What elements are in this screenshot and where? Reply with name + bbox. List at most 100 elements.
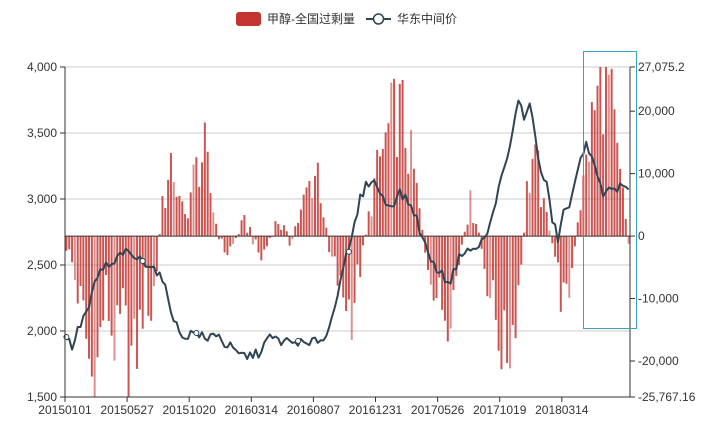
bar xyxy=(511,236,514,325)
bar xyxy=(294,226,297,237)
bar xyxy=(266,236,268,247)
bar xyxy=(508,236,511,369)
bar xyxy=(466,224,469,237)
bar xyxy=(113,236,116,361)
bar xyxy=(124,236,127,306)
legend-item-price[interactable]: 华东中间价 xyxy=(366,11,457,26)
bar xyxy=(232,236,235,244)
right-tick-label: 0 xyxy=(638,229,645,243)
bar xyxy=(260,236,263,261)
bar xyxy=(305,187,308,237)
price-point xyxy=(295,337,302,344)
bar xyxy=(571,236,574,269)
bar xyxy=(579,210,582,237)
bar xyxy=(104,236,107,276)
bar xyxy=(99,236,102,328)
bar xyxy=(503,236,506,311)
bar xyxy=(282,225,285,237)
bar xyxy=(415,182,418,237)
legend-swatch-excess xyxy=(236,12,261,26)
left-axis-ticks: 1,500 2,000 2,500 3,000 3,500 4,000 xyxy=(27,60,65,404)
bar xyxy=(483,236,486,269)
bar xyxy=(418,208,421,237)
bar xyxy=(316,162,319,237)
bar xyxy=(379,156,381,237)
bar xyxy=(206,151,209,237)
bar xyxy=(619,168,622,237)
x-tick-label: 20150101 xyxy=(38,403,92,417)
bar xyxy=(203,122,206,237)
bar xyxy=(559,236,562,312)
bar xyxy=(158,234,161,237)
bar xyxy=(257,236,260,253)
bar xyxy=(285,231,288,237)
bar xyxy=(198,186,201,237)
bar xyxy=(302,194,305,237)
bar xyxy=(169,153,172,237)
bar xyxy=(254,236,257,240)
left-tick-label: 2,500 xyxy=(27,258,57,272)
bar xyxy=(590,102,593,237)
bar xyxy=(82,236,85,301)
bar xyxy=(76,236,79,304)
bar xyxy=(215,223,218,237)
bar xyxy=(90,236,93,377)
bar xyxy=(226,236,229,256)
bar xyxy=(136,236,139,369)
bar xyxy=(588,161,591,237)
bar xyxy=(534,144,537,237)
bar xyxy=(237,234,240,237)
right-tick-label: 10,000 xyxy=(638,167,675,181)
right-tick-label: -25,767.16 xyxy=(638,390,696,404)
bar xyxy=(153,236,155,287)
bar xyxy=(175,196,178,237)
legend[interactable]: 甲醇-全国过剩量 华东中间价 xyxy=(236,11,457,26)
bar xyxy=(161,196,164,237)
bar xyxy=(299,209,302,237)
bar xyxy=(345,236,348,311)
bar xyxy=(477,232,480,237)
bar xyxy=(565,236,568,284)
bar xyxy=(401,79,404,237)
bar xyxy=(463,231,466,237)
bar xyxy=(280,229,283,237)
bar xyxy=(545,211,548,237)
bar xyxy=(138,236,141,310)
right-axis-ticks: -25,767.16 -20,000 -10,000 0 10,000 20,000 27,… xyxy=(630,60,696,404)
bar xyxy=(520,236,523,265)
bar xyxy=(263,236,266,250)
bar xyxy=(96,236,99,358)
bar xyxy=(523,232,526,237)
bar xyxy=(554,236,557,257)
bar xyxy=(367,211,370,237)
price-point xyxy=(345,248,352,255)
left-tick-label: 1,500 xyxy=(27,390,57,404)
bar-series-excess xyxy=(65,67,630,397)
bar xyxy=(627,236,630,244)
price-point xyxy=(139,258,146,265)
bar xyxy=(71,236,74,263)
bar xyxy=(599,67,602,237)
legend-item-excess[interactable]: 甲醇-全国过剩量 xyxy=(236,11,355,26)
bar xyxy=(373,178,376,237)
x-tick-label: 20171019 xyxy=(473,403,527,417)
bar xyxy=(155,236,158,272)
bar xyxy=(73,236,76,281)
bar xyxy=(130,236,133,346)
bar xyxy=(573,236,576,247)
bar xyxy=(404,148,407,237)
bar xyxy=(347,236,350,300)
bar xyxy=(489,236,492,299)
bar xyxy=(133,236,136,319)
bar xyxy=(240,220,243,237)
bar xyxy=(308,181,311,237)
bar xyxy=(121,236,124,289)
bar xyxy=(164,208,167,237)
bar xyxy=(506,236,509,363)
bar xyxy=(469,190,472,237)
bar xyxy=(621,187,624,237)
bar xyxy=(195,157,198,237)
bar xyxy=(610,68,613,237)
bar xyxy=(189,192,192,237)
